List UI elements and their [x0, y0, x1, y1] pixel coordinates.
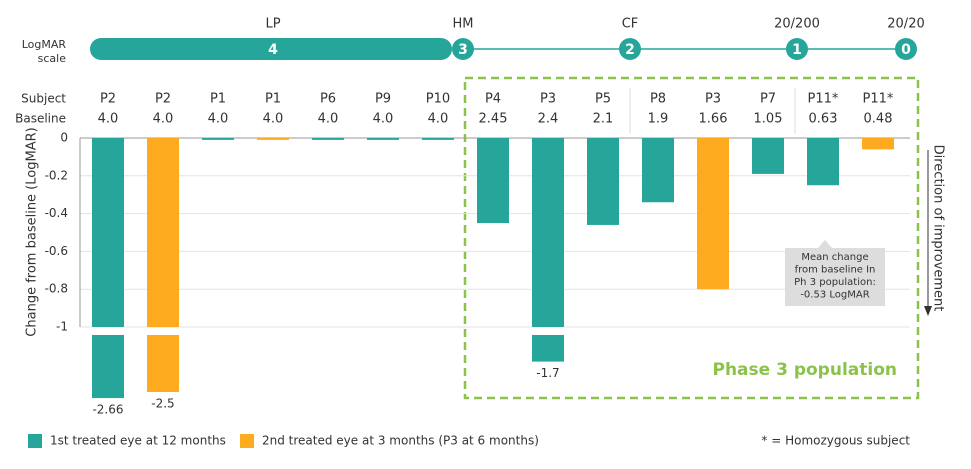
annotation: from baseline In [795, 265, 876, 276]
legend-swatch [240, 434, 254, 448]
bar [92, 138, 124, 327]
bar [202, 138, 234, 140]
acuity-label: CF [622, 17, 639, 32]
subject-label: P10 [426, 92, 450, 107]
bar [147, 138, 179, 327]
scale-dot [895, 38, 917, 60]
scale-value: 3 [458, 42, 468, 58]
value-label: -2.66 [92, 403, 123, 417]
legend-label: 1st treated eye at 12 months [50, 434, 226, 448]
baseline-label: 4.0 [98, 112, 119, 127]
subject-label: P2 [100, 92, 116, 107]
annotation-box [785, 248, 885, 306]
baseline-label: 1.05 [754, 112, 783, 127]
scale-label: scale [38, 52, 67, 65]
value-label: -2.5 [151, 397, 174, 411]
row-label: Subject [21, 92, 66, 106]
baseline-label: 0.48 [864, 112, 893, 127]
annotation-pointer [818, 240, 832, 248]
subject-label: P5 [595, 92, 611, 107]
acuity-label: HM [453, 17, 474, 32]
y-tick-label: -0.4 [45, 206, 68, 220]
bar [697, 138, 729, 290]
subject-label: P4 [485, 92, 501, 107]
acuity-label: 20/20 [887, 17, 924, 32]
baseline-label: 2.4 [538, 112, 559, 127]
subject-label: P8 [650, 92, 666, 107]
phase3-box [463, 76, 920, 400]
bar-break [532, 335, 564, 362]
bar-break [147, 335, 179, 392]
subject-label: P6 [320, 92, 336, 107]
value-label: -1.7 [536, 366, 559, 380]
bar [532, 138, 564, 327]
bar [807, 138, 839, 186]
legend-label: 2nd treated eye at 3 months (P3 at 6 mon… [262, 434, 539, 448]
baseline-label: 2.45 [479, 112, 508, 127]
baseline-label: 4.0 [153, 112, 174, 127]
scale-bar [90, 38, 452, 60]
bar [587, 138, 619, 225]
annotation: Ph 3 population: [794, 277, 876, 288]
subject-label: P11* [808, 92, 839, 107]
baseline-label: 4.0 [373, 112, 394, 127]
baseline-label: 2.1 [593, 112, 614, 127]
bar [422, 138, 454, 140]
row-label: Baseline [15, 112, 66, 126]
bar [477, 138, 509, 224]
baseline-label: 1.9 [648, 112, 669, 127]
acuity-label: LP [265, 17, 280, 32]
right-axis-label: Direction of improvement [931, 145, 946, 312]
subject-label: P2 [155, 92, 171, 107]
subject-label: P9 [375, 92, 391, 107]
y-tick-label: 0 [60, 131, 68, 145]
scale-value: 2 [625, 42, 635, 58]
scale-value: 0 [901, 42, 911, 58]
footnote: * = Homozygous subject [761, 434, 910, 448]
y-tick-label: -1 [56, 320, 68, 334]
subject-label: P3 [705, 92, 721, 107]
baseline-label: 0.63 [809, 112, 838, 127]
baseline-label: 4.0 [208, 112, 229, 127]
baseline-label: 4.0 [318, 112, 339, 127]
bar [752, 138, 784, 174]
annotation: -0.53 LogMAR [800, 290, 869, 301]
y-tick-label: -0.2 [45, 168, 68, 182]
scale-dot [786, 38, 808, 60]
bar [367, 138, 399, 140]
scale-dot [619, 38, 641, 60]
scale-dot [452, 38, 474, 60]
bar-break [92, 335, 124, 399]
annotation: Mean change [801, 252, 868, 263]
bar [257, 138, 289, 140]
y-axis-label: Change from baseline (LogMAR) [25, 127, 40, 336]
legend-swatch [28, 434, 42, 448]
subject-label: P7 [760, 92, 776, 107]
acuity-label: 20/200 [774, 17, 820, 32]
y-tick-label: -0.8 [45, 282, 68, 296]
phase3-label: Phase 3 population [712, 360, 897, 380]
arrow-head [924, 306, 932, 316]
bar [862, 138, 894, 150]
baseline-label: 4.0 [428, 112, 449, 127]
scale-value: 1 [792, 42, 802, 58]
baseline-label: 4.0 [263, 112, 284, 127]
bar [312, 138, 344, 140]
y-tick-label: -0.6 [45, 244, 68, 258]
subject-label: P11* [863, 92, 894, 107]
subject-label: P1 [265, 92, 281, 107]
baseline-label: 1.66 [699, 112, 728, 127]
scale-label: LogMAR [22, 38, 67, 51]
subject-label: P1 [210, 92, 226, 107]
bar [642, 138, 674, 203]
subject-label: P3 [540, 92, 556, 107]
scale-value: 4 [268, 42, 278, 58]
